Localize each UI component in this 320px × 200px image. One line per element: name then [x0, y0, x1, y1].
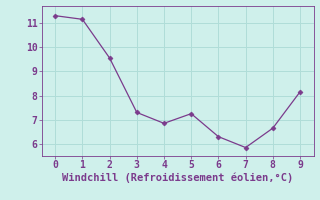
X-axis label: Windchill (Refroidissement éolien,°C): Windchill (Refroidissement éolien,°C): [62, 173, 293, 183]
